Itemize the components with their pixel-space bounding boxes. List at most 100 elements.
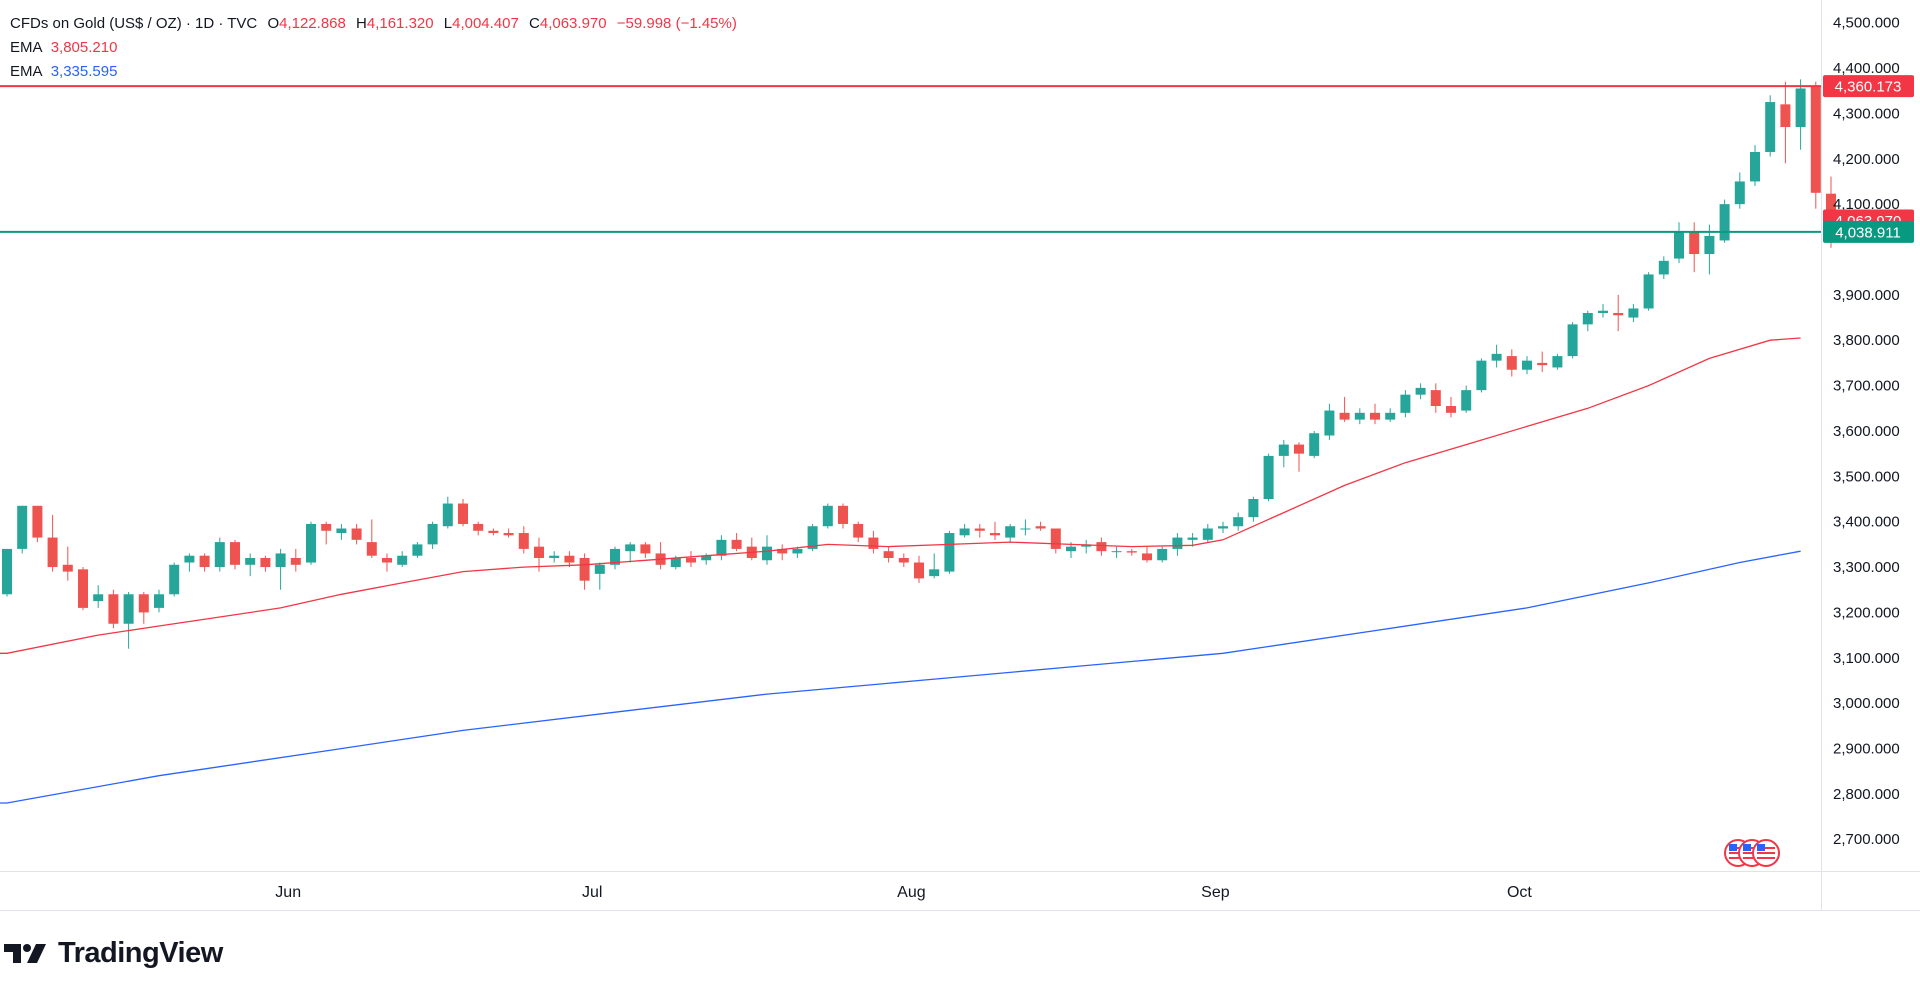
candle [1172, 533, 1183, 556]
candle [1476, 358, 1487, 393]
ema-lines [0, 337, 1801, 804]
candle [1582, 310, 1593, 332]
y-tick-label: 3,100.000 [1833, 650, 1900, 667]
candle-body [1643, 274, 1654, 309]
candle-body [518, 533, 529, 549]
x-tick-label: Sep [1201, 884, 1230, 901]
candle [1278, 440, 1289, 468]
candle [17, 505, 28, 554]
candle-body [1582, 313, 1593, 325]
candle [488, 528, 499, 536]
candle-body [1035, 526, 1046, 529]
candle [154, 589, 164, 613]
y-tick-label: 3,300.000 [1833, 559, 1900, 576]
candle [1248, 496, 1259, 522]
candle-body [108, 594, 119, 624]
price-tag: 4,038.911 [1823, 220, 1914, 243]
symbol-title[interactable]: CFDs on Gold (US$ / OZ) · 1D · TVC [10, 15, 258, 32]
legend-ema-fast[interactable]: EMA 3,805.210 [10, 38, 117, 58]
candle-body [230, 542, 240, 565]
ema-fast-line [0, 337, 1801, 654]
candle-body [1263, 455, 1274, 500]
candle [1005, 523, 1016, 543]
candle-body [1658, 260, 1669, 275]
y-tick-label: 4,500.000 [1833, 15, 1900, 32]
candle [792, 546, 803, 558]
candle [1810, 81, 1821, 209]
candle [1689, 222, 1700, 273]
candle [1567, 322, 1578, 359]
candle-body [1704, 235, 1715, 255]
candle-body [1598, 310, 1608, 314]
candle [1187, 533, 1198, 547]
candle [746, 537, 757, 561]
candle [290, 548, 301, 572]
candlestick-series [2, 79, 1836, 649]
candle [1522, 356, 1532, 375]
candle [686, 551, 696, 568]
candle-body [1430, 390, 1441, 407]
candle [898, 553, 909, 568]
candle [427, 521, 438, 549]
candle-body [1324, 410, 1335, 436]
candle-body [1370, 412, 1380, 420]
legend-ema-slow[interactable]: EMA 3,335.595 [10, 62, 117, 82]
candle-body [93, 594, 104, 602]
price-tag-label: 4,038.911 [1835, 224, 1901, 241]
tradingview-logo[interactable]: TradingView [4, 935, 223, 971]
candle [260, 555, 271, 572]
candle-body [610, 548, 620, 565]
ema-slow-label: EMA [10, 63, 43, 80]
candle [1552, 353, 1563, 370]
candle-body [32, 505, 43, 538]
candle [1765, 95, 1776, 157]
candle-body [1066, 546, 1076, 552]
candle [1294, 442, 1304, 472]
candle-body [260, 557, 271, 568]
candle [655, 542, 666, 570]
candle-body [883, 551, 894, 558]
economic-events-icon[interactable] [1724, 839, 1780, 867]
price-tag-label: 4,360.173 [1835, 79, 1902, 96]
candle [1339, 396, 1350, 422]
candle-body [716, 539, 727, 556]
candle [1370, 403, 1380, 425]
candle [1385, 408, 1396, 422]
candle [1020, 519, 1031, 536]
candle [1050, 528, 1061, 554]
candle [594, 562, 605, 590]
candle-body [169, 564, 180, 595]
horizontal-levels[interactable] [0, 85, 1821, 233]
ema-fast-value: 3,805.210 [50, 39, 118, 56]
candle-body [1491, 353, 1502, 361]
candle-body [731, 539, 742, 549]
candle-body [290, 557, 301, 565]
candle-body [427, 523, 438, 545]
y-tick-label: 2,900.000 [1833, 741, 1900, 758]
candle-body [944, 533, 955, 572]
open-label: O [267, 15, 280, 32]
candle [442, 496, 453, 529]
candle-body [1309, 433, 1320, 456]
candle [321, 521, 332, 545]
candle [1309, 430, 1320, 459]
candle-body [1385, 412, 1396, 420]
candle-body [306, 523, 316, 563]
candle-body [1020, 528, 1031, 530]
candle [366, 519, 377, 558]
candle [397, 551, 408, 568]
candle-body [1780, 104, 1791, 128]
candle-body [1506, 356, 1517, 370]
candle-body [625, 544, 636, 552]
candle-body [807, 526, 818, 549]
y-tick-label: 3,500.000 [1833, 468, 1900, 485]
y-tick-label: 4,400.000 [1833, 60, 1900, 77]
candle [990, 521, 1000, 540]
candle [762, 535, 772, 565]
candle [78, 567, 88, 611]
candle-body [214, 542, 225, 568]
candle-body [442, 503, 453, 527]
candle [169, 562, 180, 597]
candle [1218, 521, 1228, 534]
